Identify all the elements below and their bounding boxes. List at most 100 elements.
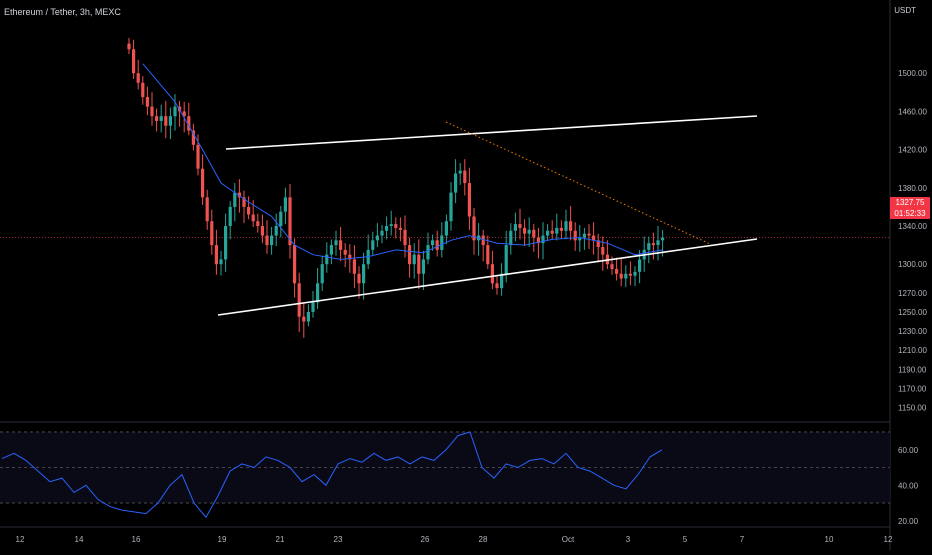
price-tick-label: 1250.00	[898, 308, 927, 317]
candle-body-down	[408, 245, 412, 265]
candle-body-down	[481, 235, 485, 246]
candle-body-up	[279, 211, 283, 226]
price-tick-label: 1210.00	[898, 346, 927, 355]
candle-body-up	[371, 240, 375, 250]
candle-body-up	[380, 230, 384, 236]
candle-body-down	[164, 116, 168, 126]
candle-body-up	[509, 230, 513, 246]
candle-body-down	[132, 49, 136, 74]
dotted-resistance-line	[445, 121, 711, 245]
candle-body-up	[431, 240, 435, 246]
candle-body-up	[320, 264, 324, 284]
time-tick-label: 12	[884, 535, 893, 544]
candle-body-down	[210, 221, 214, 246]
candle-body-down	[196, 144, 200, 169]
time-tick-label: 10	[825, 535, 834, 544]
candle-body-up	[385, 226, 389, 231]
candle-body-up	[656, 240, 660, 246]
candle-body-down	[242, 197, 246, 207]
candle-body-up	[362, 264, 366, 284]
candle-body-down	[651, 243, 655, 246]
candle-body-down	[302, 316, 306, 322]
lower-trendline	[217, 238, 758, 316]
candle-body-down	[559, 227, 563, 231]
candle-body-down	[523, 227, 527, 234]
time-tick-label: 28	[479, 535, 488, 544]
candle-body-up	[541, 235, 545, 244]
currency-label: USDT	[894, 6, 916, 15]
candle-body-down	[463, 170, 467, 184]
candle-body-up	[555, 227, 559, 234]
candle-body-up	[219, 259, 223, 265]
time-tick-label: 21	[276, 535, 285, 544]
candle-body-up	[329, 245, 333, 255]
candle-body-down	[357, 273, 361, 284]
candle-body-up	[228, 206, 232, 226]
candle-body-down	[260, 226, 264, 236]
time-tick-label: 5	[683, 535, 688, 544]
candle-body-down	[435, 240, 439, 250]
moving-average-line	[142, 63, 663, 260]
candle-body-up	[454, 173, 458, 193]
price-tick-label: 1190.00	[898, 365, 927, 374]
candle-body-down	[619, 273, 623, 279]
candle-body-down	[495, 283, 499, 289]
price-tick-label: 1230.00	[898, 327, 927, 336]
candle-body-down	[536, 237, 540, 244]
candle-body-down	[205, 197, 209, 222]
candle-body-up	[412, 254, 416, 265]
symbol-title: Ethereum / Tether, 3h, MEXC	[4, 7, 121, 17]
candle-body-up	[500, 273, 504, 289]
oscillator-line	[1, 431, 663, 519]
candle-body-down	[265, 235, 269, 246]
candle-body-down	[145, 97, 149, 107]
price-tick-label: 1150.00	[898, 403, 927, 412]
candle-body-up	[504, 245, 508, 274]
candle-body-down	[150, 106, 154, 117]
price-tick-label: 1300.00	[898, 260, 927, 269]
candle-body-down	[352, 259, 356, 274]
time-tick-label: 12	[16, 535, 25, 544]
candle-body-down	[191, 130, 195, 145]
price-tick-label: 1460.00	[898, 107, 927, 116]
candle-body-down	[490, 264, 494, 284]
candle-body-down	[472, 216, 476, 241]
candle-body-up	[546, 230, 550, 236]
candle-body-up	[224, 226, 228, 260]
candle-body-up	[527, 229, 531, 234]
candle-body-up	[233, 192, 237, 207]
candle-body-down	[615, 268, 619, 274]
time-tick-label: Oct	[562, 535, 575, 544]
candle-body-up	[316, 283, 320, 303]
candle-body-down	[592, 235, 596, 241]
candle-body-down	[187, 116, 191, 131]
candle-countdown: 01:52:33	[894, 209, 926, 218]
oscillator-tick-label: 60.00	[898, 446, 919, 455]
candle-body-down	[569, 221, 573, 231]
candle-body-up	[638, 259, 642, 272]
candle-body-up	[306, 311, 310, 322]
candle-body-up	[270, 235, 274, 246]
time-tick-label: 3	[626, 535, 631, 544]
candle-body-down	[247, 206, 251, 215]
candle-body-up	[449, 192, 453, 222]
candle-body-down	[587, 233, 591, 236]
candle-body-up	[421, 259, 425, 274]
time-tick-label: 14	[75, 535, 84, 544]
candle-body-down	[467, 183, 471, 217]
time-tick-label: 23	[334, 535, 343, 544]
candle-body-down	[155, 116, 159, 121]
candle-body-up	[283, 197, 287, 212]
oscillator-tick-label: 40.00	[898, 481, 919, 490]
candle-body-down	[297, 283, 301, 317]
candle-body-down	[628, 273, 632, 276]
candle-body-up	[513, 224, 517, 231]
price-tick-label: 1170.00	[898, 384, 927, 393]
candle-body-down	[127, 43, 131, 50]
candle-body-up	[564, 221, 568, 231]
candle-body-down	[403, 229, 407, 246]
price-tick-label: 1420.00	[898, 146, 927, 155]
candle-body-down	[398, 227, 402, 230]
